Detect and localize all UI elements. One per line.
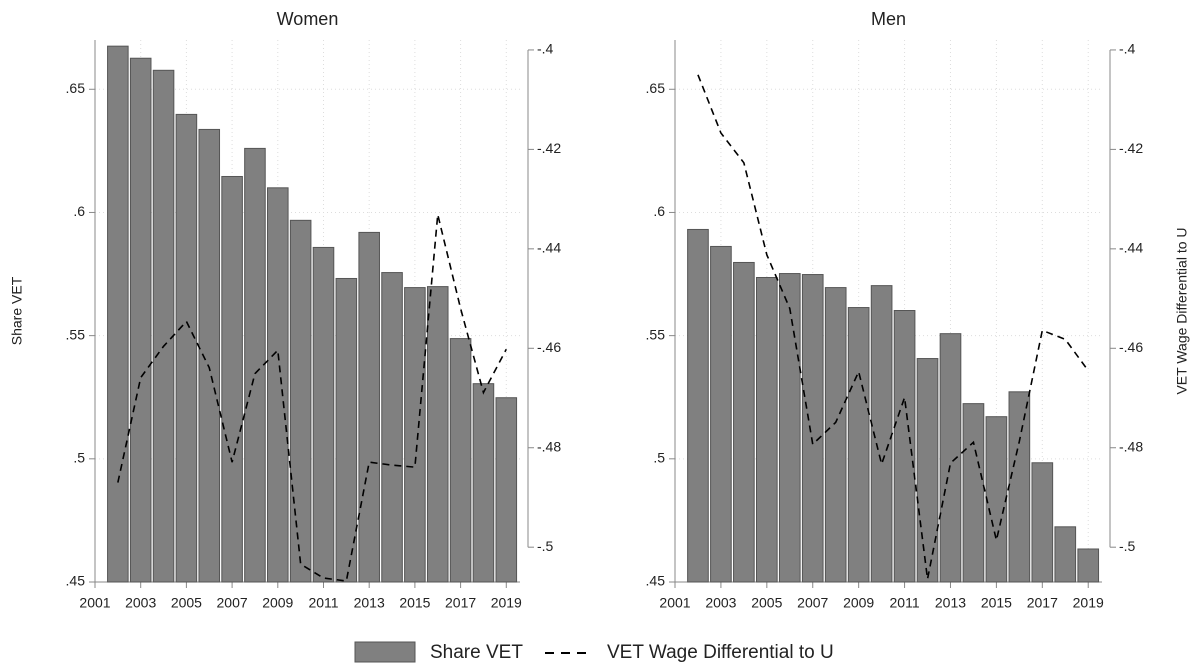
x-tick-label: 2001	[79, 595, 110, 611]
bar	[962, 403, 985, 583]
chart-title: Men	[871, 9, 906, 29]
y-tick-label: .65	[646, 80, 666, 96]
bar	[687, 228, 709, 583]
x-tick-label: 2017	[445, 595, 476, 611]
bar	[778, 273, 801, 583]
y-tick-label: .45	[646, 573, 666, 589]
y2-tick-label: -.46	[1119, 339, 1143, 355]
x-tick-label: 2011	[308, 595, 338, 611]
bar	[107, 45, 129, 583]
y2-tick-label: -.46	[537, 339, 561, 355]
x-tick-label: 2013	[354, 595, 385, 611]
x-tick-label: 2003	[705, 595, 736, 611]
chart-title: Women	[277, 9, 339, 29]
y2-tick-label: -.44	[1119, 240, 1143, 256]
x-tick-label: 2019	[1073, 595, 1104, 611]
x-tick-label: 2001	[659, 595, 690, 611]
y2-tick-label: -.5	[1119, 538, 1136, 554]
bar	[404, 287, 426, 583]
y-tick-label: .65	[66, 80, 86, 96]
y2-tick-label: -.44	[537, 240, 561, 256]
bar	[801, 274, 824, 583]
bar	[755, 276, 778, 583]
y2-tick-label: -.48	[537, 438, 561, 454]
bar	[449, 338, 472, 583]
bar	[267, 187, 289, 583]
y2-tick-label: -.42	[537, 140, 561, 156]
bar	[244, 147, 266, 583]
x-tick-label: 2011	[890, 595, 920, 611]
y2-axis-title: VET Wage Differential to U	[1174, 227, 1190, 394]
x-tick-label: 2007	[217, 595, 248, 611]
x-tick-label: 2009	[262, 595, 293, 611]
y2-tick-label: -.48	[1119, 438, 1143, 454]
legend-label: Share VET	[430, 642, 523, 663]
x-tick-label: 2009	[843, 595, 874, 611]
y-tick-label: .5	[73, 450, 85, 466]
x-tick-label: 2015	[399, 595, 430, 611]
y-tick-label: .55	[66, 326, 86, 342]
bar	[175, 113, 198, 583]
bar	[847, 307, 870, 583]
bar	[824, 287, 847, 583]
y-tick-label: .5	[653, 450, 665, 466]
y2-tick-label: -.5	[537, 538, 554, 554]
line	[117, 214, 507, 582]
x-tick-label: 2013	[935, 595, 966, 611]
x-tick-label: 2017	[1027, 595, 1058, 611]
bar	[152, 69, 175, 583]
y-tick-label: .55	[646, 326, 666, 342]
y2-tick-label: -.4	[537, 41, 554, 57]
legend-swatch-bar	[354, 641, 416, 663]
bar	[129, 57, 152, 583]
bar	[1054, 526, 1077, 583]
x-tick-label: 2005	[751, 595, 782, 611]
bar	[1077, 548, 1100, 583]
y-tick-label: .6	[73, 203, 85, 219]
bar	[221, 175, 243, 583]
y-tick-label: .6	[653, 203, 665, 219]
bar	[381, 272, 403, 583]
legend-label: VET Wage Differential to U	[607, 642, 834, 663]
bar	[335, 277, 358, 583]
bar	[495, 397, 518, 583]
x-tick-label: 2019	[491, 595, 522, 611]
y2-tick-label: -.4	[1119, 41, 1136, 57]
bar	[358, 231, 380, 583]
bar	[710, 245, 732, 583]
bar	[733, 261, 755, 583]
bar	[312, 246, 335, 583]
bar	[893, 310, 916, 583]
y2-tick-label: -.42	[1119, 140, 1143, 156]
x-tick-label: 2003	[125, 595, 156, 611]
x-tick-label: 2007	[797, 595, 828, 611]
bar	[472, 383, 495, 583]
x-tick-label: 2015	[981, 595, 1012, 611]
y-tick-label: .45	[66, 573, 86, 589]
bar	[289, 219, 312, 583]
bar	[916, 358, 939, 583]
bar	[198, 128, 221, 583]
bar	[939, 333, 962, 583]
bar	[426, 286, 449, 583]
y-axis-title: Share VET	[9, 276, 25, 345]
x-tick-label: 2005	[171, 595, 202, 611]
bar	[1008, 391, 1031, 583]
bar	[1031, 462, 1054, 583]
bar	[985, 416, 1008, 583]
